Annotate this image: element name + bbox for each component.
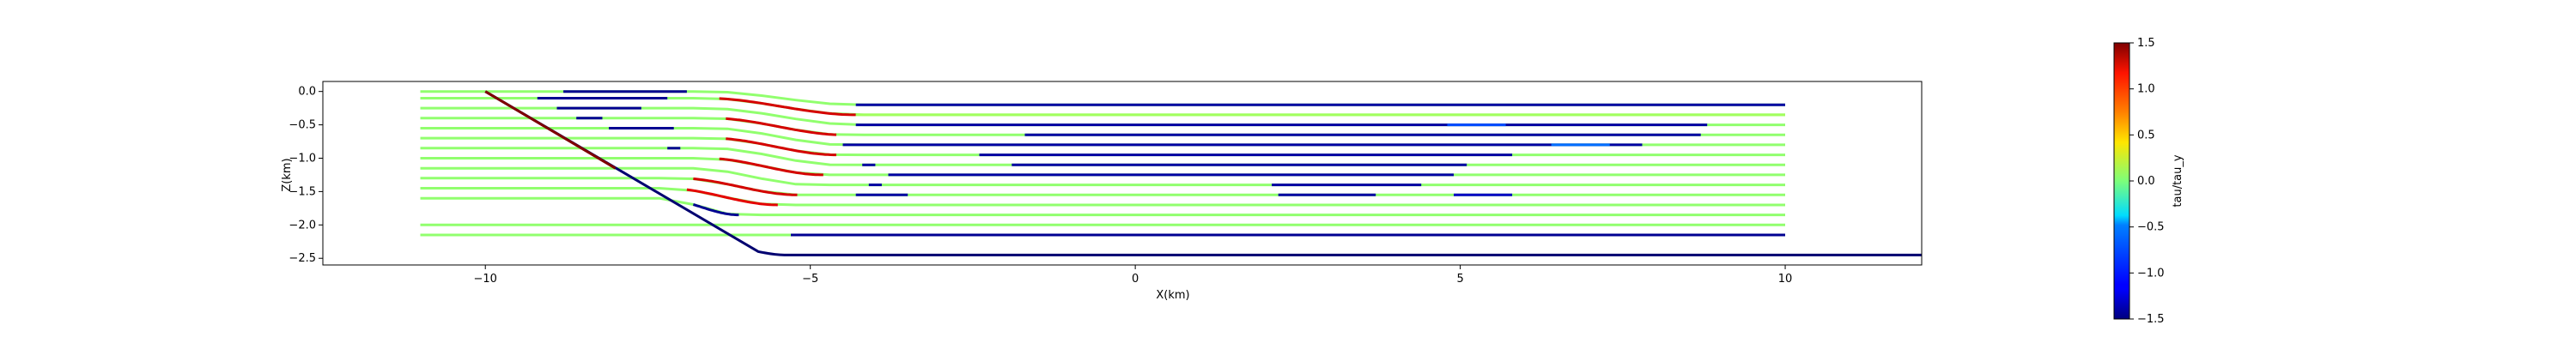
x-tick-label: 10 xyxy=(1778,273,1793,286)
colorbar-tick-label: 0.0 xyxy=(2137,175,2155,188)
streamline-7 xyxy=(420,147,1785,166)
streamline-9 xyxy=(420,166,1785,187)
x-axis: −10 −5 0 5 10 xyxy=(474,265,1793,286)
y-tick-label: −2.0 xyxy=(289,219,316,232)
slope-boundary-top xyxy=(484,90,617,170)
plot-frame xyxy=(322,81,1923,266)
colorbar-tick-label: −1.5 xyxy=(2137,313,2165,326)
colorbar-tick-label: 1.0 xyxy=(2137,83,2155,96)
y-tick-label: −1.0 xyxy=(289,152,316,165)
streamline-8-segment-1 xyxy=(719,157,823,177)
colorbar-label: tau/tau_y xyxy=(2172,154,2184,207)
colorbar-gradient xyxy=(2113,42,2130,320)
streamline-6-segment-1 xyxy=(726,137,836,157)
streamline-4 xyxy=(420,117,1785,136)
streamline-12 xyxy=(420,196,1785,217)
x-tick-label: −10 xyxy=(474,273,497,286)
colorbar-tick-label: 1.5 xyxy=(2137,37,2155,50)
y-tick-label: −2.5 xyxy=(289,252,316,265)
colorbar-tick-label: −1.0 xyxy=(2137,267,2165,280)
streamline-2-segment-2 xyxy=(719,97,856,117)
streamline-10-segment-1 xyxy=(693,178,798,196)
streamline-12-segment-1 xyxy=(692,203,739,217)
plot-area: −10 −5 0 5 10 0.0−0.5−1.0−1.5−2.0−2.5 X(km) … xyxy=(281,81,1923,302)
streamline-11 xyxy=(420,187,1785,207)
y-tick-label: 0.0 xyxy=(298,86,316,99)
colorbar-tick-label: 0.5 xyxy=(2137,129,2155,141)
streamline-4-segment-2 xyxy=(726,117,837,136)
colorbar-tick-label: −0.5 xyxy=(2137,221,2165,234)
colorbar-ticks: 1.5 1.0 0.5 0.0 −0.5 −1.0 −1.5 xyxy=(2129,37,2165,326)
y-tick-label: −0.5 xyxy=(289,119,316,132)
streamline-10 xyxy=(420,177,1785,196)
x-axis-label: X(km) xyxy=(1156,289,1189,302)
x-tick-label: −5 xyxy=(802,273,818,286)
y-tick-label: −1.5 xyxy=(289,185,316,198)
y-axis: 0.0 −0.5 −1.0 −1.5 −2.0 −2.5 xyxy=(289,86,323,265)
slope-boundary xyxy=(484,90,1922,256)
x-tick-label: 5 xyxy=(1456,273,1463,286)
streamline-2 xyxy=(420,97,1785,117)
streamline-5 xyxy=(420,127,1785,147)
y-axis-label: Z(km) xyxy=(281,158,294,191)
streamline-11-segment-1 xyxy=(686,188,778,207)
colorbar: 1.5 1.0 0.5 0.0 −0.5 −1.0 −1.5 tau/tau_y xyxy=(2113,37,2184,326)
streamline-3 xyxy=(420,106,1785,127)
streamline-6 xyxy=(420,136,1785,157)
x-tick-label: 0 xyxy=(1132,273,1139,286)
